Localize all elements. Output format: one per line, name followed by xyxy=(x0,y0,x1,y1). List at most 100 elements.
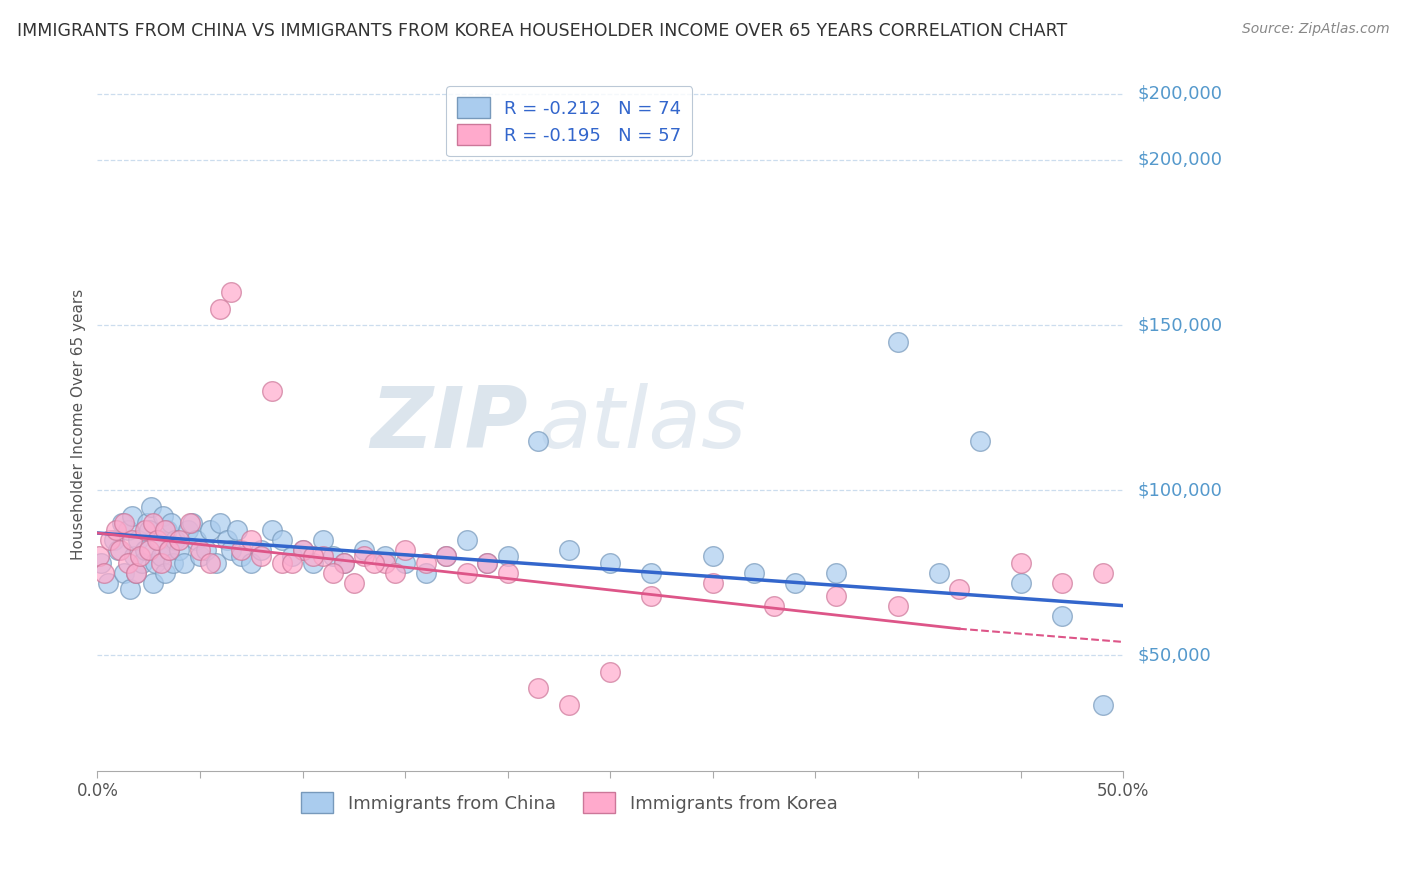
Point xyxy=(134,523,156,537)
Point xyxy=(121,533,143,547)
Y-axis label: Householder Income Over 65 years: Householder Income Over 65 years xyxy=(72,288,86,559)
Point xyxy=(301,549,323,563)
Point xyxy=(742,566,765,580)
Point xyxy=(195,542,218,557)
Point xyxy=(104,523,127,537)
Point xyxy=(188,549,211,563)
Point xyxy=(131,556,153,570)
Point xyxy=(135,516,157,530)
Point xyxy=(148,533,170,547)
Point xyxy=(180,516,202,530)
Point xyxy=(93,566,115,580)
Point xyxy=(169,533,191,547)
Point xyxy=(205,556,228,570)
Point xyxy=(129,549,152,563)
Point xyxy=(112,566,135,580)
Point xyxy=(415,556,437,570)
Point xyxy=(558,542,581,557)
Point xyxy=(434,549,457,563)
Point xyxy=(179,516,201,530)
Point xyxy=(229,549,252,563)
Point xyxy=(120,582,142,596)
Point xyxy=(152,509,174,524)
Point xyxy=(188,542,211,557)
Point xyxy=(173,556,195,570)
Point xyxy=(763,599,786,613)
Point xyxy=(149,549,172,563)
Point xyxy=(146,533,169,547)
Point xyxy=(291,542,314,557)
Point xyxy=(98,533,121,547)
Point xyxy=(117,523,139,537)
Point xyxy=(124,549,146,563)
Point xyxy=(240,533,263,547)
Point xyxy=(200,556,222,570)
Point xyxy=(527,681,550,695)
Point xyxy=(162,556,184,570)
Point xyxy=(1050,575,1073,590)
Point xyxy=(312,549,335,563)
Point xyxy=(160,516,183,530)
Point xyxy=(90,556,112,570)
Point xyxy=(394,556,416,570)
Point xyxy=(97,575,120,590)
Point xyxy=(312,533,335,547)
Point xyxy=(200,523,222,537)
Text: $150,000: $150,000 xyxy=(1137,316,1222,334)
Point xyxy=(209,301,232,316)
Point xyxy=(281,549,304,563)
Point xyxy=(640,589,662,603)
Point xyxy=(225,523,247,537)
Point xyxy=(332,556,354,570)
Point xyxy=(157,542,180,557)
Point xyxy=(153,566,176,580)
Point xyxy=(415,566,437,580)
Point xyxy=(165,533,187,547)
Point xyxy=(702,549,724,563)
Point xyxy=(138,542,160,557)
Point xyxy=(886,599,908,613)
Point xyxy=(322,549,344,563)
Point xyxy=(1010,575,1032,590)
Point xyxy=(599,556,621,570)
Point xyxy=(169,542,191,557)
Point xyxy=(1050,608,1073,623)
Point xyxy=(209,516,232,530)
Point xyxy=(599,665,621,679)
Point xyxy=(156,523,179,537)
Text: $200,000: $200,000 xyxy=(1137,151,1222,169)
Point xyxy=(1091,698,1114,712)
Point xyxy=(229,542,252,557)
Point xyxy=(343,575,366,590)
Point xyxy=(374,556,396,570)
Point xyxy=(184,533,207,547)
Point xyxy=(384,566,406,580)
Point xyxy=(121,509,143,524)
Point xyxy=(477,556,499,570)
Point xyxy=(558,698,581,712)
Point xyxy=(176,523,198,537)
Point xyxy=(111,516,134,530)
Point xyxy=(149,556,172,570)
Point xyxy=(142,516,165,530)
Point xyxy=(281,556,304,570)
Point xyxy=(374,549,396,563)
Point xyxy=(250,542,273,557)
Point xyxy=(948,582,970,596)
Point xyxy=(496,549,519,563)
Point xyxy=(125,566,148,580)
Point xyxy=(240,556,263,570)
Point xyxy=(260,523,283,537)
Point xyxy=(928,566,950,580)
Point xyxy=(886,334,908,349)
Point xyxy=(153,523,176,537)
Point xyxy=(783,575,806,590)
Point xyxy=(138,523,160,537)
Point xyxy=(108,542,131,557)
Point xyxy=(969,434,991,448)
Point xyxy=(825,589,848,603)
Point xyxy=(825,566,848,580)
Text: $100,000: $100,000 xyxy=(1137,481,1222,500)
Point xyxy=(363,556,385,570)
Point xyxy=(271,533,294,547)
